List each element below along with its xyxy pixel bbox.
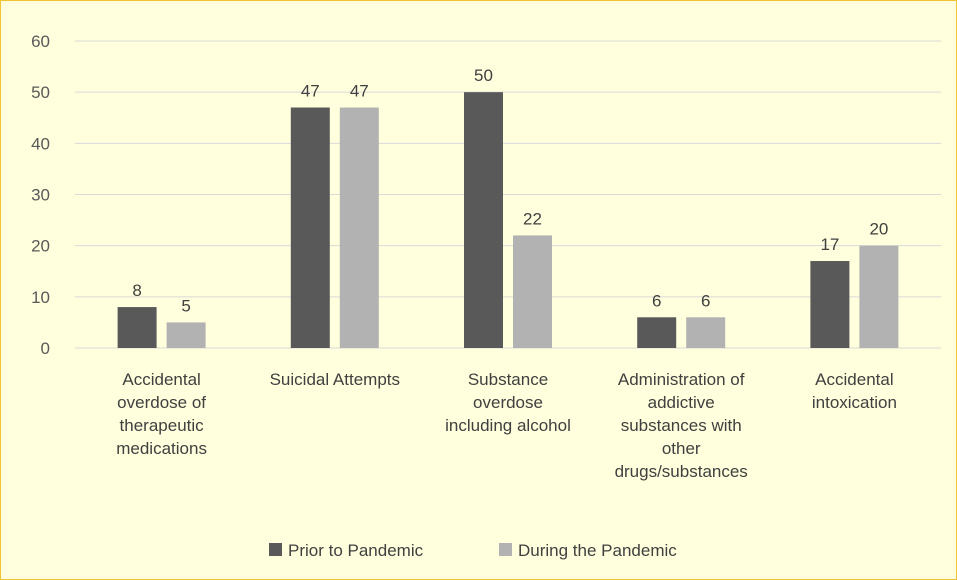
category-label-line: medications	[116, 439, 207, 458]
data-labels: 8 5 47 47 50 22 6 6 17 20	[132, 66, 888, 315]
category-label: Accidental overdose of therapeutic medicati…	[116, 370, 207, 458]
category-label-line: substances with	[621, 416, 742, 435]
data-label: 6	[701, 291, 710, 310]
category-labels: Accidental overdose of therapeutic medicati…	[116, 370, 897, 481]
category-label-line: Administration of	[618, 370, 745, 389]
y-tick-label: 0	[41, 339, 50, 358]
data-label: 20	[869, 220, 888, 239]
legend-swatch	[269, 543, 282, 556]
y-tick-label: 40	[31, 134, 50, 153]
category-label-line: Accidental	[815, 370, 893, 389]
bar-prior-4	[810, 261, 850, 348]
category-label-line: overdose of	[117, 393, 206, 412]
grid	[75, 40, 941, 349]
category-label-line: overdose	[473, 393, 543, 412]
data-label: 5	[181, 296, 190, 315]
data-label: 47	[350, 82, 369, 101]
data-label: 50	[474, 66, 493, 85]
y-tick-label: 10	[31, 288, 50, 307]
category-label-line: intoxication	[812, 393, 897, 412]
category-label-line: Accidental	[122, 370, 200, 389]
category-label: Substance overdose including alcohol	[445, 370, 571, 435]
bar-prior-0	[117, 307, 157, 348]
category-label-line: Suicidal Attempts	[270, 370, 400, 389]
legend-label: During the Pandemic	[518, 541, 677, 560]
legend-label: Prior to Pandemic	[288, 541, 424, 560]
bar-during-3	[686, 317, 726, 348]
y-tick-label: 20	[31, 237, 50, 256]
data-label: 47	[301, 82, 320, 101]
bar-during-0	[166, 322, 206, 348]
bar-during-1	[339, 107, 379, 349]
y-tick-label: 50	[31, 83, 50, 102]
bars	[117, 92, 899, 349]
category-label: Suicidal Attempts	[270, 370, 400, 389]
category-label-line: other	[662, 439, 701, 458]
legend-swatch	[499, 543, 512, 556]
category-label: Administration of addictive substances wit…	[615, 370, 748, 481]
data-label: 6	[652, 291, 661, 310]
category-label-line: including alcohol	[445, 416, 571, 435]
bar-prior-3	[637, 317, 677, 348]
bar-during-4	[859, 245, 899, 348]
category-label-line: therapeutic	[120, 416, 205, 435]
data-label: 8	[132, 281, 141, 300]
legend: Prior to Pandemic During the Pandemic	[269, 541, 677, 560]
y-tick-label: 60	[31, 32, 50, 51]
data-label: 17	[820, 235, 839, 254]
bar-during-2	[513, 235, 552, 348]
category-label: Accidental intoxication	[812, 370, 897, 412]
y-axis-ticks: 0 10 20 30 40 50 60	[31, 32, 50, 358]
bar-prior-2	[464, 92, 503, 349]
y-tick-label: 30	[31, 186, 50, 205]
category-label-line: addictive	[648, 393, 715, 412]
category-label-line: Substance	[468, 370, 548, 389]
data-label: 22	[523, 209, 542, 228]
category-label-line: drugs/substances	[615, 462, 748, 481]
bar-prior-1	[290, 107, 330, 349]
